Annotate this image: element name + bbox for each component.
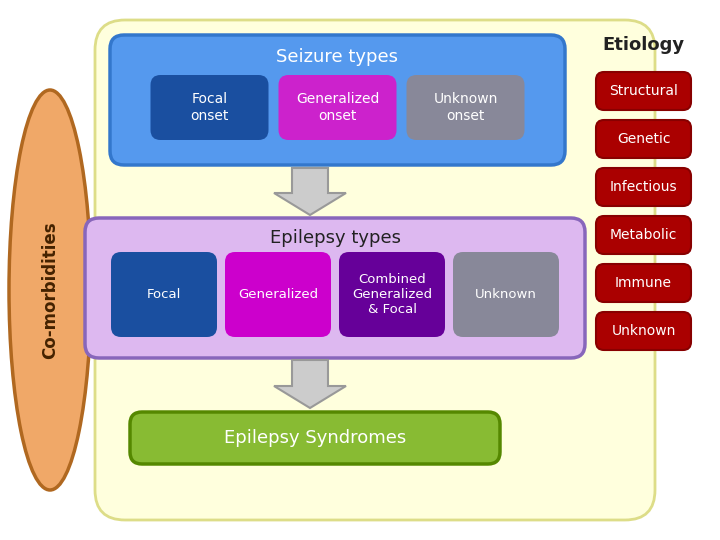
- FancyBboxPatch shape: [453, 252, 559, 337]
- FancyBboxPatch shape: [407, 75, 524, 140]
- Text: Focal
onset: Focal onset: [190, 92, 229, 123]
- FancyBboxPatch shape: [225, 252, 331, 337]
- FancyBboxPatch shape: [130, 412, 500, 464]
- FancyBboxPatch shape: [85, 218, 585, 358]
- Text: Unknown: Unknown: [611, 324, 675, 338]
- Text: Metabolic: Metabolic: [610, 228, 678, 242]
- FancyBboxPatch shape: [596, 120, 691, 158]
- Text: Combined
Generalized
& Focal: Combined Generalized & Focal: [352, 273, 432, 316]
- Text: Epilepsy types: Epilepsy types: [269, 229, 400, 247]
- Text: Etiology: Etiology: [602, 36, 684, 54]
- FancyBboxPatch shape: [111, 252, 217, 337]
- FancyBboxPatch shape: [596, 216, 691, 254]
- Text: Generalized: Generalized: [238, 288, 318, 301]
- FancyBboxPatch shape: [596, 264, 691, 302]
- FancyArrow shape: [274, 168, 346, 215]
- FancyBboxPatch shape: [150, 75, 269, 140]
- FancyBboxPatch shape: [339, 252, 445, 337]
- FancyArrow shape: [274, 360, 346, 408]
- FancyBboxPatch shape: [110, 35, 565, 165]
- Ellipse shape: [9, 90, 91, 490]
- Text: Co-morbidities: Co-morbidities: [41, 221, 59, 359]
- FancyBboxPatch shape: [596, 312, 691, 350]
- Text: Unknown: Unknown: [475, 288, 537, 301]
- FancyBboxPatch shape: [279, 75, 397, 140]
- Text: Generalized
onset: Generalized onset: [296, 92, 379, 123]
- Text: Infectious: Infectious: [610, 180, 678, 194]
- FancyBboxPatch shape: [596, 72, 691, 110]
- Text: Immune: Immune: [615, 276, 672, 290]
- Text: Focal: Focal: [147, 288, 181, 301]
- Text: Epilepsy Syndromes: Epilepsy Syndromes: [224, 429, 406, 447]
- Text: Unknown
onset: Unknown onset: [433, 92, 498, 123]
- Text: Structural: Structural: [609, 84, 678, 98]
- Text: Genetic: Genetic: [617, 132, 670, 146]
- Text: Seizure types: Seizure types: [276, 48, 398, 66]
- FancyBboxPatch shape: [95, 20, 655, 520]
- FancyBboxPatch shape: [596, 168, 691, 206]
